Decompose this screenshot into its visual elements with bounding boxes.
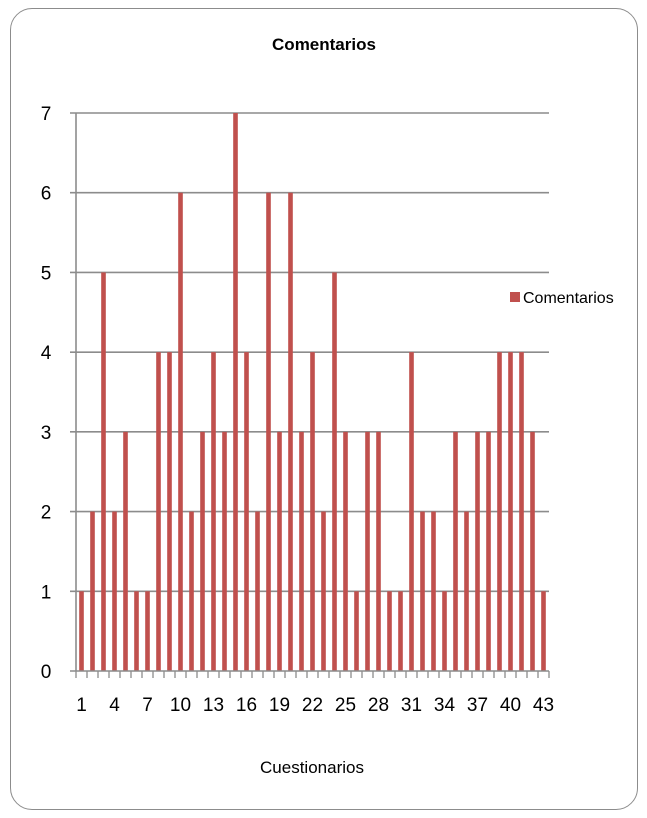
bar xyxy=(442,591,447,671)
bar xyxy=(101,272,106,671)
bar xyxy=(497,352,502,671)
legend-swatch xyxy=(510,292,520,302)
y-tick-labels: 0 1 2 3 4 5 6 7 xyxy=(41,104,52,683)
bar xyxy=(464,511,469,671)
bars xyxy=(79,113,546,671)
x-tick-label: 34 xyxy=(434,695,456,716)
bar xyxy=(321,511,326,671)
x-tick-label: 28 xyxy=(368,695,389,716)
y-tick-label: 5 xyxy=(41,263,52,284)
bar xyxy=(420,511,425,671)
bar xyxy=(376,431,381,671)
axes xyxy=(70,113,550,678)
x-axis-title: Cuestionarios xyxy=(260,758,364,777)
bar xyxy=(211,352,216,671)
legend: Comentarios xyxy=(510,290,614,307)
bar xyxy=(299,431,304,671)
bar xyxy=(530,431,535,671)
bar xyxy=(244,352,249,671)
legend-label: Comentarios xyxy=(523,290,614,307)
x-tick-label: 19 xyxy=(269,695,290,716)
bar xyxy=(79,591,84,671)
bar xyxy=(255,511,260,671)
x-tick-label: 22 xyxy=(302,695,323,716)
bar xyxy=(178,192,183,671)
bar xyxy=(167,352,172,671)
bar xyxy=(398,591,403,671)
y-tick-label: 4 xyxy=(41,343,52,364)
bar xyxy=(200,431,205,671)
bar xyxy=(541,591,546,671)
chart-title: Comentarios xyxy=(272,35,376,54)
bar xyxy=(277,431,282,671)
x-tick-label: 37 xyxy=(467,695,488,716)
y-tick-label: 1 xyxy=(41,582,52,603)
bar xyxy=(233,113,238,671)
x-tick-label: 1 xyxy=(76,695,87,716)
bar xyxy=(310,352,315,671)
x-tick-label: 25 xyxy=(335,695,356,716)
bar xyxy=(453,431,458,671)
bar xyxy=(409,352,414,671)
bar xyxy=(156,352,161,671)
y-tick-label: 0 xyxy=(41,662,52,683)
bar xyxy=(134,591,139,671)
bar xyxy=(112,511,117,671)
bar xyxy=(354,591,359,671)
x-tick-label: 40 xyxy=(500,695,521,716)
bar xyxy=(288,192,293,671)
bar xyxy=(365,431,370,671)
bar xyxy=(508,352,513,671)
bar xyxy=(343,431,348,671)
x-tick-label: 16 xyxy=(236,695,257,716)
y-tick-label: 2 xyxy=(41,503,52,524)
bar xyxy=(90,511,95,671)
bar xyxy=(189,511,194,671)
bar xyxy=(145,591,150,671)
gridlines xyxy=(70,112,549,593)
y-tick-label: 6 xyxy=(41,184,52,205)
y-tick-label: 7 xyxy=(41,104,52,125)
chart-frame xyxy=(10,8,638,810)
bar xyxy=(486,431,491,671)
x-tick-label: 7 xyxy=(142,695,153,716)
x-tick-label: 10 xyxy=(170,695,191,716)
x-tick-label: 4 xyxy=(109,695,120,716)
bar xyxy=(332,272,337,671)
x-tick-label: 31 xyxy=(401,695,422,716)
x-tick-labels: 1 4 7 10 13 16 19 22 25 28 31 34 37 40 43 xyxy=(76,695,554,716)
x-tick-label: 43 xyxy=(533,695,554,716)
x-tick-label: 13 xyxy=(203,695,224,716)
bar xyxy=(519,352,524,671)
bar xyxy=(431,511,436,671)
bar xyxy=(475,431,480,671)
bar xyxy=(123,431,128,671)
bar xyxy=(266,192,271,671)
bar xyxy=(387,591,392,671)
bar xyxy=(222,431,227,671)
y-tick-label: 3 xyxy=(41,423,52,444)
